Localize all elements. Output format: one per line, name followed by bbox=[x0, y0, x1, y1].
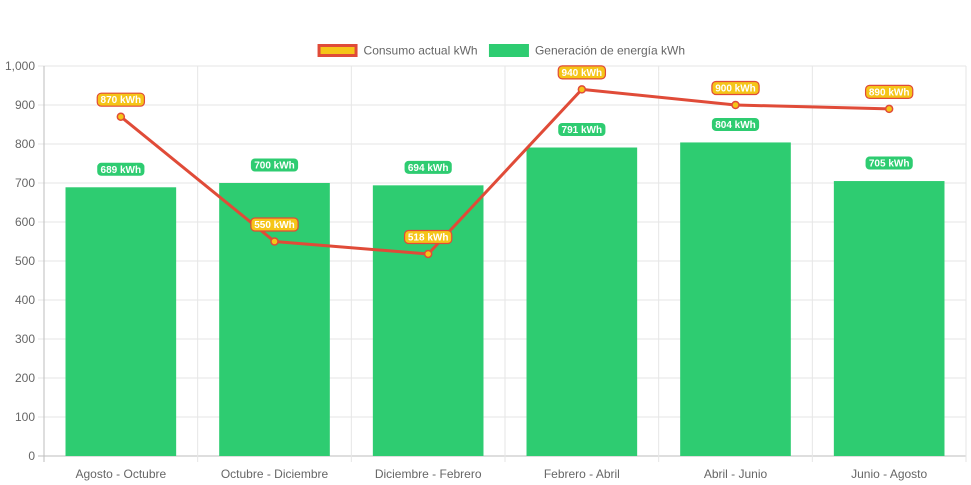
data-label-badge bbox=[96, 92, 146, 107]
bar-series bbox=[65, 142, 945, 457]
bar[interactable] bbox=[372, 185, 484, 456]
y-tick-label: 500 bbox=[15, 254, 35, 268]
legend-label-consumo[interactable]: Consumo actual kWh bbox=[364, 44, 478, 58]
legend-swatch-generacion[interactable] bbox=[488, 44, 529, 57]
x-tick-label: Febrero - Abril bbox=[544, 467, 620, 481]
data-label-badge bbox=[250, 217, 299, 232]
data-label-badge bbox=[97, 162, 145, 176]
data-label-text: 705 kWh bbox=[869, 159, 910, 170]
x-tick-label: Junio - Agosto bbox=[851, 467, 927, 481]
x-tick-label: Abril - Junio bbox=[704, 467, 768, 481]
bar[interactable] bbox=[526, 147, 638, 456]
bar[interactable] bbox=[65, 187, 177, 457]
bar[interactable] bbox=[680, 142, 791, 456]
y-tick-label: 800 bbox=[15, 137, 35, 151]
y-tick-label: 700 bbox=[15, 176, 35, 190]
line-series bbox=[116, 85, 894, 259]
x-tick-label: Agosto - Octubre bbox=[75, 467, 166, 481]
data-label-text: 791 kWh bbox=[562, 125, 603, 136]
data-label-text: 689 kWh bbox=[101, 165, 142, 176]
data-label-text: 890 kWh bbox=[869, 87, 910, 98]
data-label-badge bbox=[711, 117, 760, 131]
data-label-text: 518 kWh bbox=[408, 232, 449, 243]
data-label-text: 940 kWh bbox=[562, 68, 603, 79]
y-tick-label: 400 bbox=[15, 293, 35, 307]
line-point[interactable] bbox=[116, 112, 126, 121]
data-label-text: 694 kWh bbox=[408, 163, 449, 174]
line-point[interactable] bbox=[577, 85, 587, 94]
y-tick-label: 0 bbox=[28, 449, 35, 463]
line-point[interactable] bbox=[731, 100, 740, 110]
bar[interactable] bbox=[833, 181, 945, 457]
data-label-badge bbox=[404, 160, 452, 174]
y-tick-label: 300 bbox=[15, 332, 35, 346]
data-label-text: 900 kWh bbox=[715, 84, 756, 95]
legend-swatch-consumo[interactable] bbox=[317, 44, 358, 57]
line-path bbox=[119, 87, 890, 256]
data-label-text: 550 kWh bbox=[254, 220, 295, 231]
line-point[interactable] bbox=[423, 249, 433, 259]
data-labels: 689 kWh 700 kWh 694 kWh 791 kWh 804 kWh 705 k… bbox=[96, 65, 914, 245]
data-label-text: 700 kWh bbox=[254, 161, 295, 172]
axes: 0 100 200 300 400 500 600 700 800 900 1,000 Agosto … bbox=[5, 59, 928, 481]
data-label-text: 870 kWh bbox=[101, 95, 142, 106]
line-point[interactable] bbox=[270, 237, 279, 246]
data-label-badge bbox=[558, 123, 606, 137]
y-tick-label: 200 bbox=[15, 371, 35, 385]
data-label-badge bbox=[403, 229, 453, 245]
x-tick-label: Octubre - Diciembre bbox=[221, 467, 329, 481]
x-tick-label: Diciembre - Febrero bbox=[375, 467, 482, 481]
y-tick-label: 100 bbox=[15, 410, 35, 424]
y-tick-label: 900 bbox=[15, 98, 35, 112]
data-label-text: 804 kWh bbox=[715, 120, 756, 131]
data-label-badge bbox=[557, 65, 607, 80]
y-tick-label: 1,000 bbox=[5, 59, 35, 73]
data-label-badge bbox=[250, 158, 299, 172]
y-tick-label: 600 bbox=[15, 215, 35, 229]
legend[interactable]: Consumo actual kWh Generación de energía … bbox=[317, 44, 685, 58]
data-label-badge bbox=[864, 84, 914, 100]
grid bbox=[38, 65, 967, 462]
data-label-badge bbox=[711, 80, 760, 96]
data-label-badge bbox=[865, 156, 913, 170]
legend-label-generacion[interactable]: Generación de energía kWh bbox=[535, 44, 685, 58]
line-point[interactable] bbox=[884, 104, 894, 114]
